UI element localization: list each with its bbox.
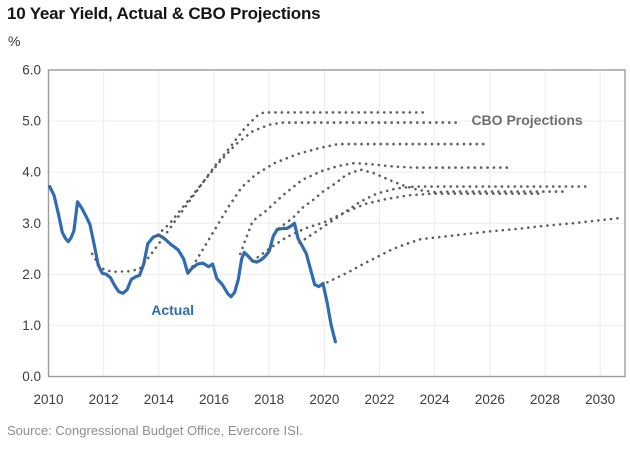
source-note: Source: Congressional Budget Office, Eve… bbox=[7, 423, 304, 438]
x-axis-tick-label: 2022 bbox=[364, 392, 394, 407]
x-axis-tick-label: 2012 bbox=[89, 392, 119, 407]
cbo-projection-line bbox=[298, 185, 591, 244]
x-axis-tick-label: 2014 bbox=[144, 392, 175, 407]
y-axis-tick-label: 1.0 bbox=[22, 318, 41, 333]
y-axis-tick-label: 3.0 bbox=[22, 216, 41, 231]
x-axis-tick-label: 2020 bbox=[309, 392, 339, 407]
x-axis-tick-label: 2016 bbox=[199, 392, 229, 407]
cbo-projection-line bbox=[251, 192, 543, 263]
y-axis-tick-label: 2.0 bbox=[22, 267, 41, 282]
x-axis-tick-label: 2028 bbox=[530, 392, 560, 407]
actual-line bbox=[47, 184, 337, 344]
cbo-projection-line bbox=[277, 168, 566, 230]
y-axis-tick-label: 5.0 bbox=[22, 114, 41, 129]
cbo-projection-line bbox=[90, 111, 430, 274]
x-axis-tick-label: 2010 bbox=[33, 392, 63, 407]
cbo-projection-line bbox=[320, 216, 621, 287]
annotation-actual: Actual bbox=[151, 302, 194, 318]
y-axis-tick-label: 6.0 bbox=[22, 63, 41, 78]
cbo-projection-line bbox=[187, 142, 488, 274]
x-axis-tick-label: 2024 bbox=[420, 392, 451, 407]
x-axis-tick-label: 2030 bbox=[585, 392, 615, 407]
plot-area: Actual CBO Projections 2010 2012 2014 2016 201… bbox=[22, 63, 626, 407]
plot-border bbox=[47, 69, 626, 378]
y-axis-unit-label: % bbox=[8, 33, 21, 49]
x-axis-tick-label: 2026 bbox=[475, 392, 505, 407]
cbo-projection-line bbox=[238, 161, 512, 256]
cbo-projection-line bbox=[156, 121, 459, 237]
chart-title: 10 Year Yield, Actual & CBO Projections bbox=[7, 4, 321, 23]
x-axis-tick-label: 2018 bbox=[254, 392, 284, 407]
annotation-cbo: CBO Projections bbox=[471, 112, 582, 128]
y-axis-tick-label: 0.0 bbox=[22, 369, 41, 384]
y-axis-tick-label: 4.0 bbox=[22, 165, 41, 180]
